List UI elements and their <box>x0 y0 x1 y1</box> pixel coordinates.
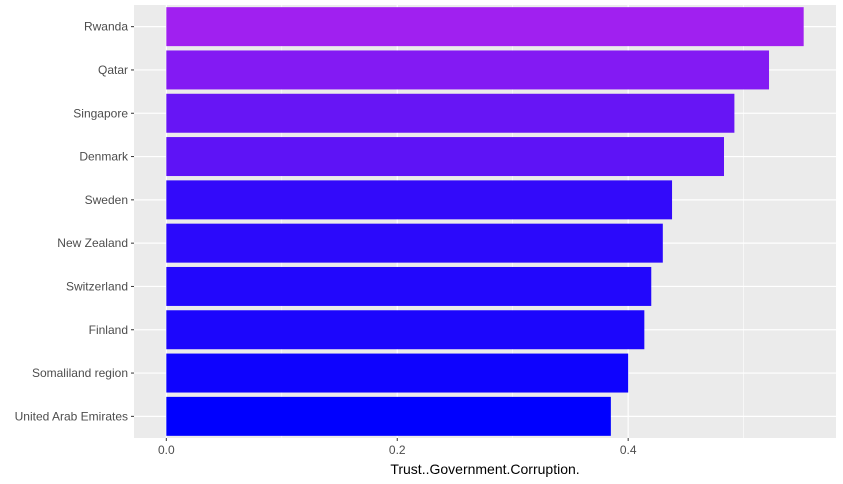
x-axis-title: Trust..Government.Corruption. <box>390 461 579 477</box>
bar <box>166 7 804 47</box>
y-tick-label: Singapore <box>73 106 128 120</box>
bar <box>166 223 663 263</box>
y-tick-label: Denmark <box>79 150 129 164</box>
y-tick-label: New Zealand <box>57 236 128 250</box>
y-tick-label: Sweden <box>85 193 128 207</box>
y-tick-label: United Arab Emirates <box>15 409 128 423</box>
x-tick-label: 0.4 <box>620 443 637 457</box>
bar <box>166 137 725 177</box>
y-axis: Rwanda Qatar Singapore Denmark Sweden New Zea… <box>15 20 134 423</box>
bars <box>166 7 804 436</box>
y-tick-label: Switzerland <box>66 279 128 293</box>
x-tick-label: 0.2 <box>389 443 406 457</box>
x-tick-label: 0.0 <box>158 443 175 457</box>
bar <box>166 50 770 90</box>
bar <box>166 353 629 393</box>
bar <box>166 396 611 436</box>
x-axis: 0.0 0.2 0.4 <box>158 438 637 457</box>
y-tick-label: Rwanda <box>84 20 128 34</box>
y-tick-label: Somaliland region <box>32 366 128 380</box>
bar <box>166 93 735 133</box>
bar <box>166 266 652 306</box>
y-tick-label: Finland <box>89 323 128 337</box>
y-tick-label: Qatar <box>98 63 128 77</box>
bar <box>166 180 673 220</box>
bar <box>166 310 645 350</box>
